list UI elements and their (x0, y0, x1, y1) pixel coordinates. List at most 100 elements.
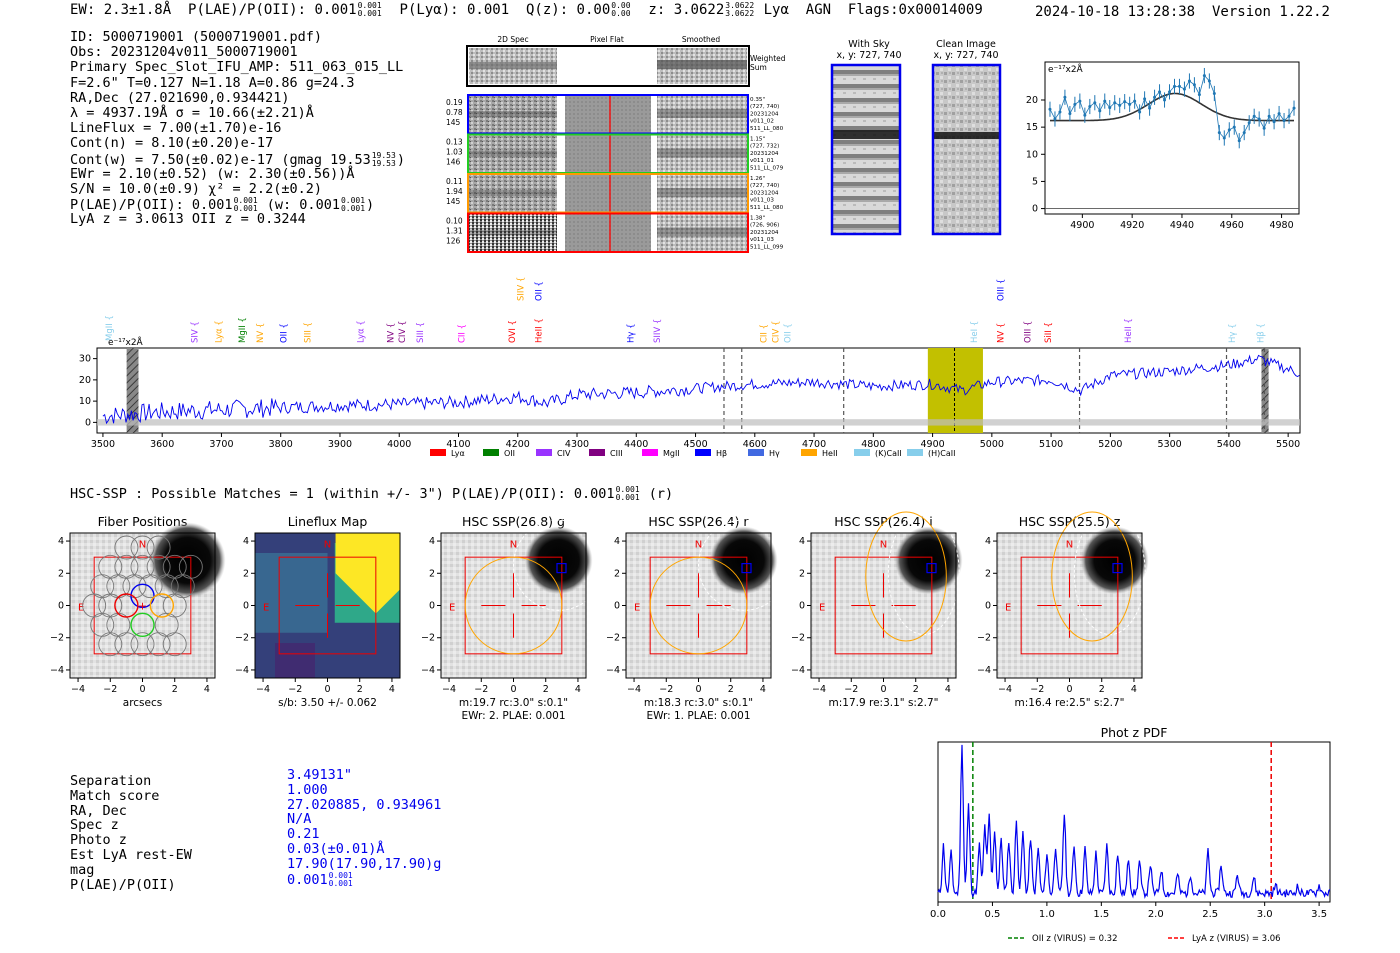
qz-sup: 0.00 (611, 1, 631, 10)
zoom-data-point (1158, 90, 1162, 94)
imaging-xtick-label: −4 (71, 684, 85, 695)
zoom-data-point (1078, 99, 1082, 103)
imaging-xtick-label: 2 (1099, 684, 1105, 695)
imaging-ytick-label: 0 (429, 601, 435, 612)
spectrum-line-label: CIV { (398, 321, 408, 343)
spectrum-legend-label: OII (504, 449, 515, 458)
imaging-xtick-label: −2 (1030, 684, 1044, 695)
spectrum-xtick-label: 4700 (802, 439, 826, 450)
imaging-frame (996, 532, 1143, 679)
search-aperture (1051, 511, 1133, 642)
info-contw: Cont(w) = 7.50(±0.02)e-17 (gmag 19.53 (70, 151, 371, 168)
fiber-circle (162, 554, 187, 579)
spectrum-xtick-label: 5500 (1276, 439, 1300, 450)
spectrum-line-label: NV { (256, 323, 266, 343)
spectrum-xtick-label: 5300 (1158, 439, 1182, 450)
zoom-data-point (1182, 87, 1186, 91)
imaging-panel-title: Fiber Positions (98, 514, 188, 529)
zoom-data-point (1133, 99, 1137, 103)
imaging-panel-title: HSC SSP(26.4) r (648, 514, 749, 529)
spectrum-xtick-label: 5000 (980, 439, 1004, 450)
cutout-left-value: 1.31 (446, 227, 463, 236)
cutout-pixelflat (565, 134, 651, 173)
fiber-circle (90, 574, 115, 599)
imaging-panel-title: Lineflux Map (288, 514, 368, 529)
plae-sup: 0.001 (357, 1, 382, 10)
photz-title: Phot z PDF (1101, 725, 1168, 740)
match-value: N/A (287, 811, 312, 828)
photz-xtick-label: 1.5 (1093, 909, 1109, 920)
imaging-ytick-label: 2 (243, 568, 249, 579)
spectrum-masked-band (1261, 348, 1269, 433)
lineflux-region (275, 643, 315, 678)
spectrum-line-label: MgII { (238, 317, 248, 343)
imaging-xtick-label: 0 (695, 684, 701, 695)
spectrum-legend-swatch (854, 449, 870, 456)
cutout-left-value: 0.78 (446, 108, 463, 117)
imaging-ytick-label: −2 (977, 633, 991, 644)
cutout-row-frame (467, 133, 749, 174)
cutout-pixelflat (565, 213, 651, 252)
weighted-label-2: Sum (750, 63, 767, 72)
aperture-box (1020, 556, 1119, 655)
cutout-2dspec-line (469, 150, 557, 157)
imaging-xtick-label: −4 (812, 684, 826, 695)
hsc-sub: 0.001 (615, 493, 640, 502)
imaging-panel: Fiber Positions N E + −4 −2 0 2 4 −4 −2 0 2 4 arcsecs (50, 514, 226, 709)
zoom-units-label: e⁻¹⁷x2Å (1048, 63, 1084, 75)
spectrum-ytick-label: 10 (79, 396, 91, 407)
imaging-ytick-label: 0 (799, 601, 805, 612)
cutout-right-value: (727, 740) (750, 183, 779, 189)
spectrum-line-label: OIII { (997, 279, 1007, 301)
zoom-data-point (1168, 90, 1172, 94)
zoom-data-point (1267, 114, 1271, 118)
cutout-2dspec (469, 174, 557, 213)
cutout-header-pixelflat: Pixel Flat (590, 35, 624, 44)
cutout-right-value: v011_03 (750, 237, 774, 243)
cutout-2dspec-line (469, 190, 557, 196)
cutout-smoothed-line (657, 148, 747, 158)
spectrum-legend-swatch (907, 449, 923, 456)
imaging-ytick-label: 0 (243, 601, 249, 612)
imaging-ytick-label: 0 (58, 601, 64, 612)
match-label: RA, Dec (70, 802, 127, 819)
north-label: N (139, 540, 146, 551)
zoom-data-point (1068, 112, 1072, 116)
spectrum-legend-label: Hγ (769, 449, 780, 458)
zoom-data-point (1257, 117, 1261, 121)
aperture-box (834, 556, 933, 655)
east-label: E (819, 602, 825, 613)
fiber-circle (154, 574, 179, 599)
spectrum-line-label: SIV { (191, 321, 201, 343)
imaging-xtick-label: 2 (728, 684, 734, 695)
imaging-panel: HSC SSP(25.5) z N E −4 −2 0 2 4 −4 −2 0 2 4 m:16.4 re… (977, 511, 1149, 709)
photz-xtick-label: 2.5 (1202, 909, 1218, 920)
spectrum-line-label: HeII { (1124, 318, 1134, 343)
cutout-right-value: 511_LL_079 (750, 165, 784, 171)
cutout-right-value: 1.15" (750, 137, 765, 143)
source-ellipse (698, 519, 790, 611)
spectrum-xtick-label: 3600 (150, 439, 174, 450)
fiber-circle (138, 574, 163, 599)
cutout-smoothed-line (657, 109, 747, 118)
fiber-circle-red (114, 593, 139, 618)
zoom-data-point (1128, 102, 1132, 106)
info-id: ID: 5000719001 (5000719001.pdf) (70, 29, 322, 45)
match-label: Separation (70, 773, 152, 789)
fiber-circle (98, 554, 123, 579)
spectrum-ytick-label: 0 (85, 417, 91, 428)
fiber-center-marker: + (138, 600, 147, 613)
zoom-data-point (1148, 106, 1152, 110)
imaging-panel: HSC SSP(26.8) g N E −4 −2 0 2 4 −4 −2 0 2 4 m:19.7 rc… (421, 514, 605, 722)
zoom-data-point (1058, 110, 1062, 114)
zoom-xtick-label: 4980 (1269, 220, 1293, 231)
spectrum-line-label: SIII { (416, 322, 426, 343)
spectrum-xtick-label: 4200 (506, 439, 530, 450)
info-primary: Primary Spec_Slot_IFU_AMP: 511_063_015_L… (70, 59, 404, 76)
spectrum-line-label: SIIV { (653, 319, 663, 343)
zoom-data-point (1292, 106, 1296, 110)
imaging-ytick-label: −4 (606, 665, 620, 676)
info-ewr: EWr = 2.10(±0.52) (w: 2.30(±0.56))Å (70, 165, 355, 182)
imaging-xtick-label: 0 (880, 684, 886, 695)
